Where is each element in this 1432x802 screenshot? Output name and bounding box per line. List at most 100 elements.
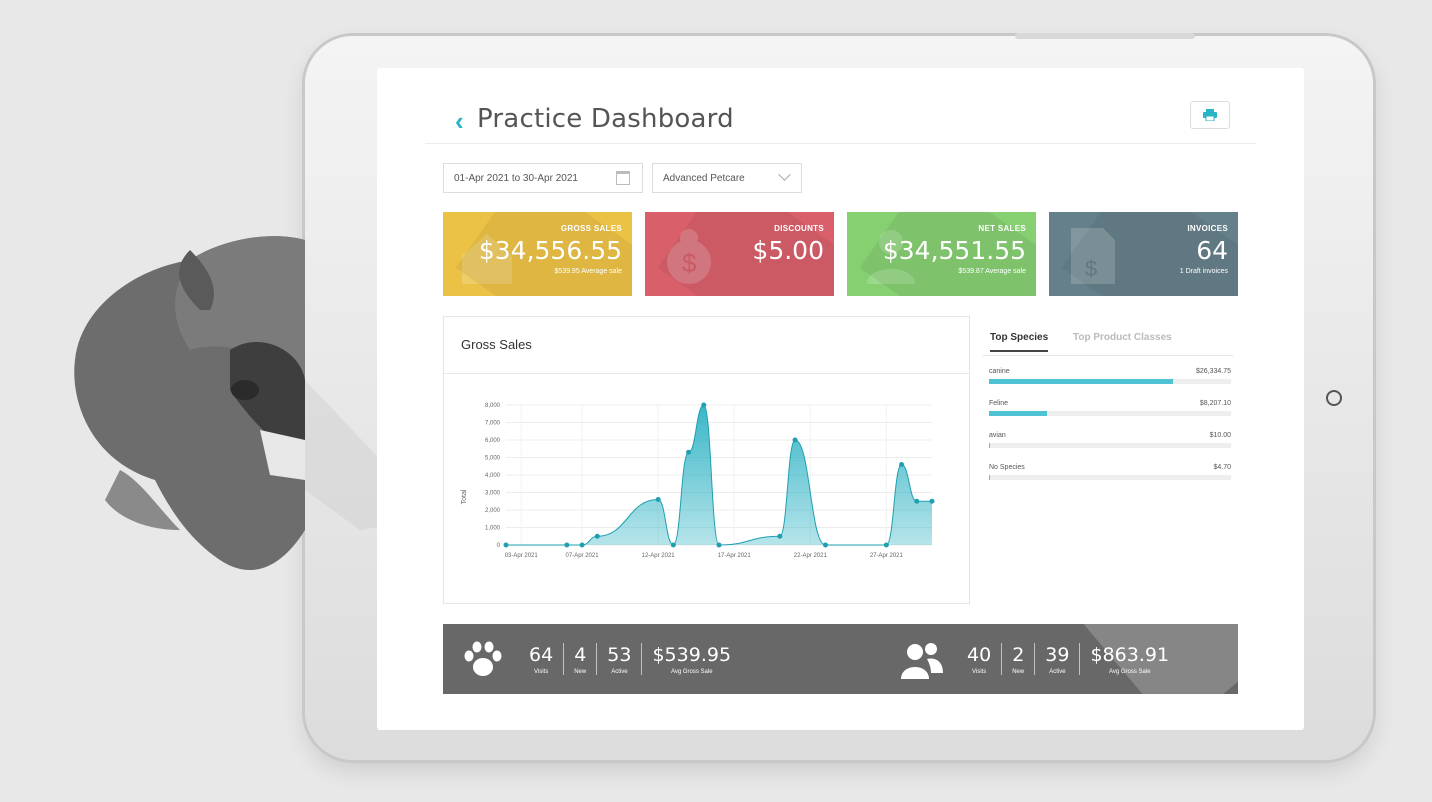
kpi-label: NET SALES <box>978 224 1026 233</box>
kpi-sub: $539.87 Average sale <box>958 268 1026 275</box>
data-point <box>914 498 920 504</box>
data-point <box>503 542 509 548</box>
x-tick-label: 12-Apr 2021 <box>642 553 676 559</box>
kpi-label: INVOICES <box>1187 224 1228 233</box>
stat-client-active: 39 Active <box>1034 643 1079 675</box>
data-point <box>564 542 570 548</box>
paw-icon <box>464 641 502 676</box>
money-bag-icon: $ <box>667 229 711 284</box>
svg-text:$: $ <box>682 248 697 278</box>
kpi-sub: $539.95 Average sale <box>554 268 622 275</box>
stat-label: Visits <box>971 669 987 675</box>
printer-icon <box>1203 109 1217 121</box>
y-tick-label: 4,000 <box>485 473 501 479</box>
kpi-value: 64 <box>1196 236 1228 265</box>
species-value: $4.70 <box>1213 464 1231 471</box>
x-tick-label: 22-Apr 2021 <box>794 553 828 559</box>
data-point <box>701 402 707 408</box>
kpi-label: DISCOUNTS <box>774 224 824 233</box>
stat-value: $863.91 <box>1090 644 1170 666</box>
y-tick-label: 1,000 <box>485 526 501 532</box>
species-value: $26,334.75 <box>1195 368 1231 375</box>
stat-label: New <box>574 669 587 675</box>
species-item: canine $26,334.75 <box>989 366 1231 398</box>
practice-select-value: Advanced Petcare <box>663 173 745 184</box>
tab-top-species[interactable]: Top Species <box>990 332 1049 352</box>
chart-points <box>503 402 935 548</box>
page-title: Practice Dashboard <box>477 104 734 134</box>
gross-sales-chart-card: Gross Sales Total 0 1,000 2,000 3,000 4,000 5… <box>443 316 970 604</box>
species-bar-fill <box>989 379 1173 384</box>
data-point <box>777 533 783 539</box>
people-icon <box>901 643 943 679</box>
gross-sales-chart: Total 0 1,000 2,000 3,000 4,000 5,000 6,000 7,0… <box>461 402 935 559</box>
chart-gridlines <box>506 404 932 546</box>
stat-patient-avg-gross-sale: $539.95 Avg Gross Sale <box>641 643 741 675</box>
y-tick-label: 8,000 <box>485 403 501 409</box>
species-value: $8,207.10 <box>1199 400 1231 407</box>
stat-client-avg-gross-sale: $863.91 Avg Gross Sale <box>1079 643 1179 675</box>
client-stats: 40 Visits 2 New 39 Active $863.91 Avg Gr… <box>899 634 1179 684</box>
kpi-gross-sales[interactable]: GROSS SALES $34,556.55 $539.95 Average s… <box>443 212 632 296</box>
date-range-picker[interactable]: 01-Apr 2021 to 30-Apr 2021 <box>443 163 643 193</box>
data-point <box>823 542 828 548</box>
stat-value: $539.95 <box>652 644 732 666</box>
calendar-icon[interactable] <box>616 171 630 185</box>
chevron-left-icon[interactable]: ‹ <box>455 106 464 136</box>
y-tick-label: 7,000 <box>485 421 501 427</box>
y-tick-label: 5,000 <box>485 456 501 462</box>
stat-value: 4 <box>574 644 587 666</box>
chevron-down-icon[interactable] <box>778 168 791 181</box>
kpi-discounts[interactable]: $ DISCOUNTS $5.00 <box>645 212 834 296</box>
y-tick-label: 6,000 <box>485 438 501 444</box>
species-bar-track <box>989 475 1231 480</box>
species-name: canine <box>989 368 1010 375</box>
kpi-net-sales[interactable]: NET SALES $34,551.55 $539.87 Average sal… <box>847 212 1036 296</box>
species-item: Feline $8,207.10 <box>989 398 1231 430</box>
data-point <box>686 449 692 455</box>
stat-label: New <box>1012 669 1025 675</box>
species-name: avian <box>989 432 1006 439</box>
x-tick-label: 03-Apr 2021 <box>505 553 539 559</box>
kpi-value: $34,551.55 <box>882 236 1026 265</box>
data-point <box>716 542 722 548</box>
cat-image <box>74 236 420 570</box>
home-button <box>1326 390 1342 406</box>
filter-bar: 01-Apr 2021 to 30-Apr 2021 Advanced Petc… <box>443 163 802 193</box>
chart-title: Gross Sales <box>461 337 532 352</box>
species-bar-fill <box>989 443 990 448</box>
data-point <box>579 542 585 548</box>
stat-label: Active <box>611 669 628 675</box>
kpi-cards: GROSS SALES $34,556.55 $539.95 Average s… <box>443 212 1238 296</box>
species-item: No Species $4.70 <box>989 462 1231 494</box>
kpi-value: $34,556.55 <box>478 236 622 265</box>
species-bar-fill <box>989 411 1048 416</box>
practice-select[interactable]: Advanced Petcare <box>652 163 802 193</box>
species-list: canine $26,334.75 Feline $8,207.10 avian… <box>989 366 1231 494</box>
species-name: Feline <box>989 400 1009 407</box>
species-item: avian $10.00 <box>989 430 1231 462</box>
species-tabs: Top Species Top Product Classes <box>983 328 1233 356</box>
stat-value: 64 <box>529 644 554 666</box>
person-icon <box>867 230 915 284</box>
page-header: ‹ Practice Dashboard <box>425 98 1256 144</box>
species-name: No Species <box>989 464 1025 471</box>
kpi-sub: 1 Draft invoices <box>1179 268 1228 275</box>
stat-patient-visits: 64 Visits <box>519 643 563 675</box>
stat-label: Active <box>1049 669 1066 675</box>
y-tick-label: 3,000 <box>485 491 501 497</box>
stat-label: Avg Gross Sale <box>1108 669 1151 675</box>
x-tick-label: 17-Apr 2021 <box>718 553 752 559</box>
stats-bar: 64 Visits 4 New 53 Active $539.95 Avg Gr… <box>443 624 1238 694</box>
species-bar-fill <box>989 475 990 480</box>
kpi-invoices[interactable]: $ INVOICES 64 1 Draft invoices <box>1049 212 1238 296</box>
invoice-icon: $ <box>1071 228 1115 284</box>
tab-top-product-classes[interactable]: Top Product Classes <box>1073 332 1172 343</box>
y-axis-label: Total <box>461 489 468 504</box>
stat-value: 39 <box>1045 644 1070 666</box>
y-tick-label: 0 <box>497 543 501 549</box>
kpi-value: $5.00 <box>752 236 824 265</box>
data-point <box>670 542 676 548</box>
species-bar-track <box>989 411 1231 416</box>
print-button[interactable] <box>1190 101 1230 129</box>
